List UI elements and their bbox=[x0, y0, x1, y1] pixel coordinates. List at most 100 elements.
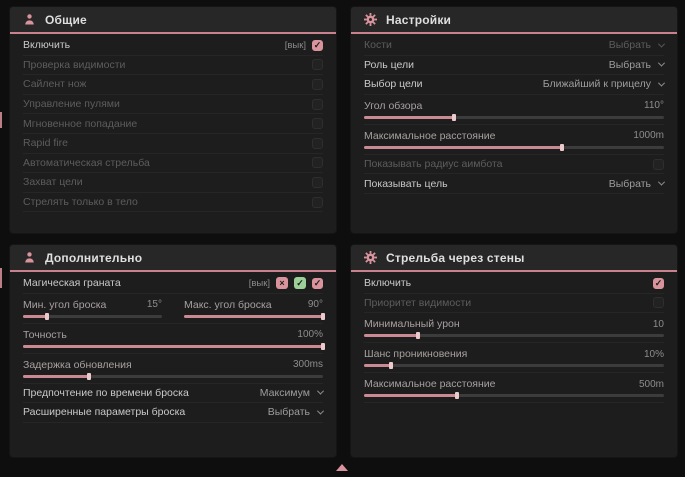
slider-fill bbox=[364, 332, 420, 340]
row-controls bbox=[312, 196, 323, 208]
slider-label: Угол обзора bbox=[364, 99, 423, 112]
row-label: Мгновенное попадание bbox=[23, 117, 138, 130]
panel-wallshoot: Стрельба через стены Включить ✓ Приоритет … bbox=[351, 245, 677, 457]
row-dropdown: Показывать цель Выбрать bbox=[364, 174, 666, 194]
panel-title: Дополнительно bbox=[45, 250, 143, 265]
slider-fill bbox=[23, 372, 91, 380]
slider-track[interactable] bbox=[23, 342, 325, 350]
slider-knob[interactable] bbox=[87, 372, 91, 380]
row-label: Выбор цели bbox=[364, 78, 423, 91]
row-checkbox: Мгновенное попадание bbox=[23, 114, 323, 134]
row-label: Кости bbox=[364, 39, 392, 52]
slider-track[interactable] bbox=[364, 392, 664, 400]
gear-icon bbox=[364, 251, 377, 264]
panel-settings-body: Кости Выбрать Роль цели Выбрать Выбор цели Бл… bbox=[351, 34, 677, 194]
dropdown[interactable]: Выбрать bbox=[609, 39, 666, 51]
row-label: Приоритет видимости bbox=[364, 296, 472, 309]
checkbox[interactable] bbox=[653, 297, 664, 309]
checkbox[interactable]: ✓ bbox=[312, 39, 323, 51]
person-icon bbox=[23, 251, 36, 264]
checkbox[interactable] bbox=[312, 157, 323, 169]
slider-knob[interactable] bbox=[389, 362, 393, 370]
dropdown-value: Максимум bbox=[259, 386, 310, 399]
allow-icon[interactable]: ✓ bbox=[294, 277, 306, 290]
slider-fill bbox=[184, 312, 325, 320]
row-label: Захват цели bbox=[23, 176, 83, 189]
slider-track[interactable] bbox=[23, 312, 162, 320]
slider-knob[interactable] bbox=[452, 113, 456, 121]
slider-value: 300ms bbox=[292, 359, 323, 371]
row-controls: ✓ bbox=[653, 277, 664, 289]
slider-track[interactable] bbox=[364, 113, 664, 121]
panel-general-header: Общие bbox=[10, 7, 336, 34]
slider-fill bbox=[364, 113, 456, 121]
slider-track[interactable] bbox=[364, 143, 664, 151]
row-label: Предпочтение по времени броска bbox=[23, 386, 189, 399]
slider-knob[interactable] bbox=[455, 392, 459, 400]
row-label: Роль цели bbox=[364, 58, 415, 71]
panel-settings: Настройки Кости Выбрать Роль цели Выбрать Вы… bbox=[351, 7, 677, 233]
slider-value: 110° bbox=[644, 100, 664, 112]
dropdown[interactable]: Выбрать bbox=[268, 406, 325, 418]
panel-general-body: Включить [вык] ✓ Проверка видимости Сайлент … bbox=[10, 34, 336, 213]
slider-fill bbox=[364, 392, 459, 400]
row-label: Показывать цель bbox=[364, 177, 448, 190]
slider-knob[interactable] bbox=[44, 312, 49, 320]
bottom-arrow-icon[interactable] bbox=[336, 464, 348, 471]
slider-label-row: Угол обзора 110° bbox=[364, 100, 664, 112]
checkbox[interactable] bbox=[312, 196, 323, 208]
edge-artifact bbox=[0, 112, 2, 128]
slider-knob[interactable] bbox=[560, 143, 564, 151]
row-label: Автоматическая стрельба bbox=[23, 156, 150, 169]
slider-knob[interactable] bbox=[321, 342, 325, 350]
checkbox[interactable] bbox=[312, 137, 323, 149]
dropdown[interactable]: Максимум bbox=[259, 386, 325, 399]
slider-label-row: Минимальный урон 10 bbox=[364, 318, 664, 330]
dropdown[interactable]: Выбрать bbox=[609, 178, 666, 190]
panel-additional: Дополнительно Магическая граната [вык] × ✓ ✓… bbox=[10, 245, 336, 457]
checkbox[interactable]: ✓ bbox=[653, 277, 664, 289]
row-dropdown: Расширенные параметры броска Выбрать bbox=[23, 403, 325, 423]
checkbox[interactable] bbox=[312, 78, 323, 90]
slider-label: Шанс проникновения bbox=[364, 348, 468, 361]
panel-additional-body: Магическая граната [вык] × ✓ ✓ Мин. угол брос… bbox=[10, 272, 336, 423]
slider-value: 15° bbox=[146, 299, 162, 311]
checkbox[interactable] bbox=[312, 98, 323, 110]
slider-fill bbox=[23, 342, 325, 350]
row-dropdown: Выбор цели Ближайший к прицелу bbox=[364, 75, 666, 95]
slider-track[interactable] bbox=[364, 362, 664, 370]
slider-label-row: Шанс проникновения 10% bbox=[364, 348, 664, 360]
row-checkbox: Включить [вык] ✓ bbox=[23, 36, 323, 56]
slider-track[interactable] bbox=[184, 312, 325, 320]
row-checkbox: Магическая граната [вык] × ✓ ✓ bbox=[23, 274, 323, 294]
slider: Минимальный урон 10 bbox=[364, 313, 664, 344]
slider: Задержка обновления 300ms bbox=[23, 354, 323, 384]
row-controls bbox=[312, 137, 323, 149]
checkbox[interactable]: ✓ bbox=[312, 277, 323, 289]
slider: Мин. угол броска 15° bbox=[23, 294, 162, 323]
slider-label-row: Максимальное расстояние 500m bbox=[364, 378, 664, 390]
slider-label-row: Точность 100% bbox=[23, 329, 323, 341]
checkbox[interactable] bbox=[312, 176, 323, 188]
row-checkbox: Проверка видимости bbox=[23, 56, 323, 76]
dropdown-value: Выбрать bbox=[608, 58, 651, 71]
checkbox[interactable] bbox=[312, 118, 323, 130]
row-dropdown: Роль цели Выбрать bbox=[364, 56, 666, 76]
row-label: Проверка видимости bbox=[23, 58, 126, 71]
person-icon bbox=[23, 13, 36, 26]
checkbox[interactable] bbox=[312, 59, 323, 71]
dropdown[interactable]: Ближайший к прицелу bbox=[543, 78, 666, 90]
slider-track[interactable] bbox=[364, 332, 664, 340]
dropdown[interactable]: Выбрать bbox=[608, 58, 666, 71]
panel-wallshoot-body: Включить ✓ Приоритет видимости Минимальный … bbox=[351, 272, 677, 404]
slider-track[interactable] bbox=[23, 372, 323, 380]
deny-icon[interactable]: × bbox=[276, 277, 288, 290]
slider-value: 1000m bbox=[633, 130, 664, 142]
slider-knob[interactable] bbox=[321, 312, 325, 320]
gear-icon bbox=[364, 13, 377, 26]
slider-label: Задержка обновления bbox=[23, 358, 132, 371]
row-controls bbox=[312, 78, 323, 90]
slider-knob[interactable] bbox=[416, 332, 420, 340]
checkbox[interactable] bbox=[653, 158, 664, 170]
